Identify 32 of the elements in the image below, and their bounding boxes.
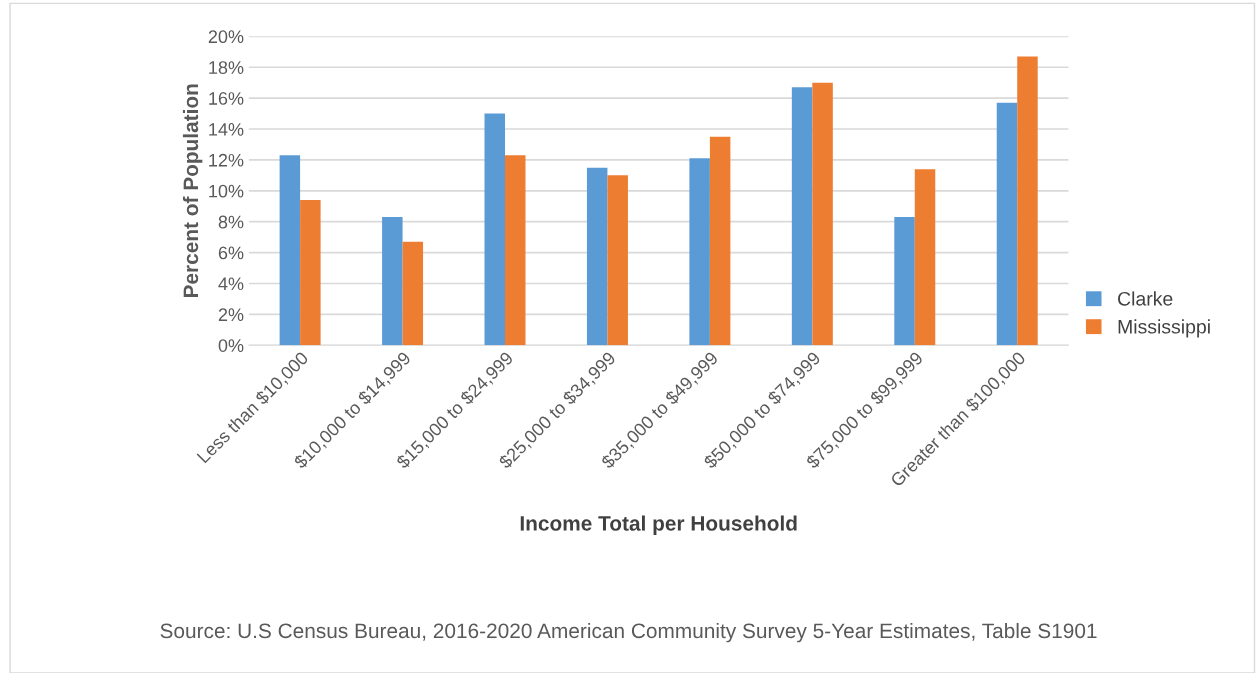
y-tick-label: 2% [218,308,244,322]
source-note: Source: U.S Census Bureau, 2016-2020 American Community Survey 5-Year Estimates, Table S1901 [160,622,1097,643]
bar [402,241,424,346]
y-tick-label: 0% [218,339,244,352]
y-tick-label: 18% [209,61,244,74]
bar [505,155,526,346]
bar [300,200,321,346]
bar [1017,56,1038,346]
bar [709,136,731,346]
y-tick-label: 16% [209,92,244,105]
bar [894,217,915,346]
y-tick-label: 4% [218,277,244,291]
y-tick-label: 10% [209,184,244,198]
y-tick-label: 8% [218,215,244,229]
bar [382,217,403,346]
bar [791,87,813,346]
bar [279,155,301,346]
y-tick-label: 14% [209,123,244,136]
y-axis-title: Percent of Population [182,84,203,298]
x-axis-title: Income Total per Household [520,515,797,535]
y-tick-label: 12% [209,153,244,167]
bar [586,167,608,346]
bar [689,158,710,346]
legend-label: Clarke [1118,291,1173,306]
bar [812,82,833,346]
y-tick-label: 6% [218,246,244,260]
legend-label: Mississippi [1118,319,1210,338]
y-tick-label: 20% [208,30,244,44]
bar [607,175,628,346]
bar [914,169,936,346]
bar [484,113,505,346]
bar [996,102,1018,346]
